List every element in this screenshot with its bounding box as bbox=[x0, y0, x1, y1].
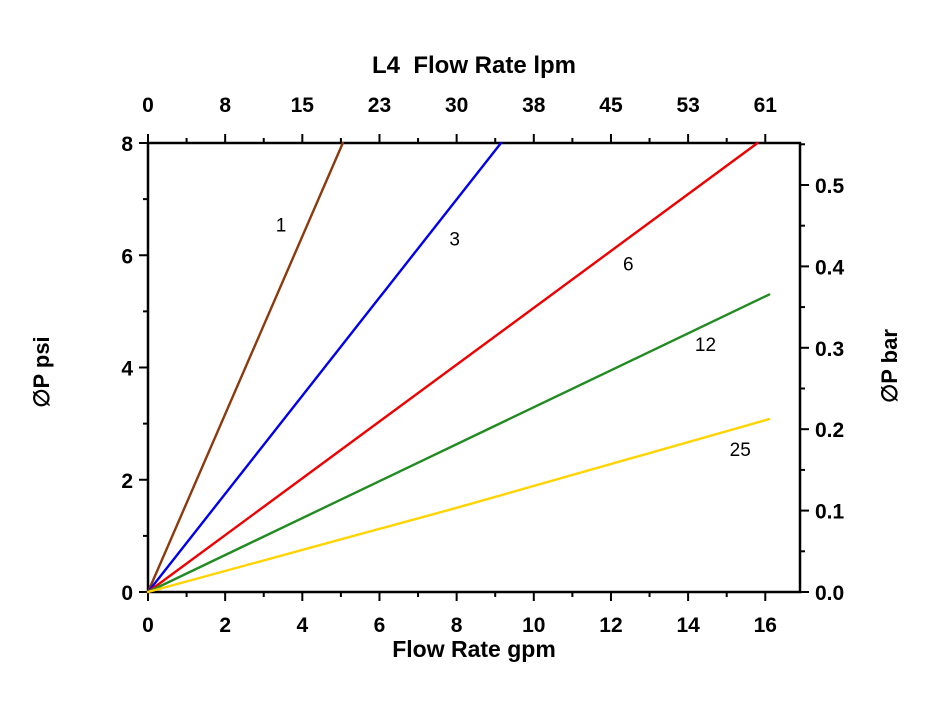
top-tick-label: 8 bbox=[219, 94, 231, 117]
top-tick-label: 30 bbox=[445, 94, 468, 117]
x-tick-label: 6 bbox=[374, 614, 386, 637]
y-left-tick-label: 8 bbox=[121, 133, 133, 156]
series-3-line bbox=[146, 141, 503, 594]
y-right-tick-label: 0.0 bbox=[815, 582, 844, 605]
y-right-tick-label: 0.2 bbox=[815, 419, 844, 442]
top-tick-label: 23 bbox=[368, 94, 391, 117]
series-3-label: 3 bbox=[449, 229, 460, 250]
x-tick-label: 14 bbox=[676, 614, 700, 637]
top-tick-label: 15 bbox=[291, 94, 315, 117]
x-tick-label: 12 bbox=[599, 614, 622, 637]
x-tick-label: 2 bbox=[219, 614, 231, 637]
series-1-label: 1 bbox=[276, 215, 287, 236]
y-right-tick-label: 0.5 bbox=[815, 175, 845, 198]
top-axis-title: L4 Flow Rate lpm bbox=[371, 52, 577, 79]
x-tick-label: 8 bbox=[451, 614, 463, 637]
top-tick-label: 38 bbox=[522, 94, 546, 117]
y-left-tick-label: 2 bbox=[121, 470, 133, 493]
y-right-tick-label: 0.1 bbox=[815, 501, 845, 524]
top-tick-label: 61 bbox=[754, 94, 778, 117]
series-12-label: 12 bbox=[695, 335, 716, 356]
series-25-line bbox=[146, 417, 771, 594]
y-left-tick-label: 6 bbox=[121, 245, 133, 268]
series-25-label: 25 bbox=[730, 440, 751, 461]
x-tick-label: 16 bbox=[754, 614, 777, 637]
y-left-tick-label: 4 bbox=[121, 358, 133, 381]
top-tick-label: 45 bbox=[599, 94, 623, 117]
x-tick-label: 10 bbox=[522, 614, 545, 637]
y-left-tick-label: 0 bbox=[121, 582, 133, 605]
series-6-label: 6 bbox=[623, 255, 634, 276]
top-tick-label: 0 bbox=[142, 94, 154, 117]
series-1-line bbox=[146, 141, 345, 594]
x-axis-title: Flow Rate gpm bbox=[392, 636, 556, 662]
top-tick-label: 53 bbox=[676, 94, 699, 117]
series-6-line bbox=[146, 141, 759, 594]
x-tick-label: 4 bbox=[296, 614, 308, 637]
y-right-tick-label: 0.3 bbox=[815, 338, 844, 361]
series-12-line bbox=[146, 293, 771, 594]
y-right-tick-label: 0.4 bbox=[815, 256, 845, 279]
x-tick-label: 0 bbox=[142, 614, 154, 637]
